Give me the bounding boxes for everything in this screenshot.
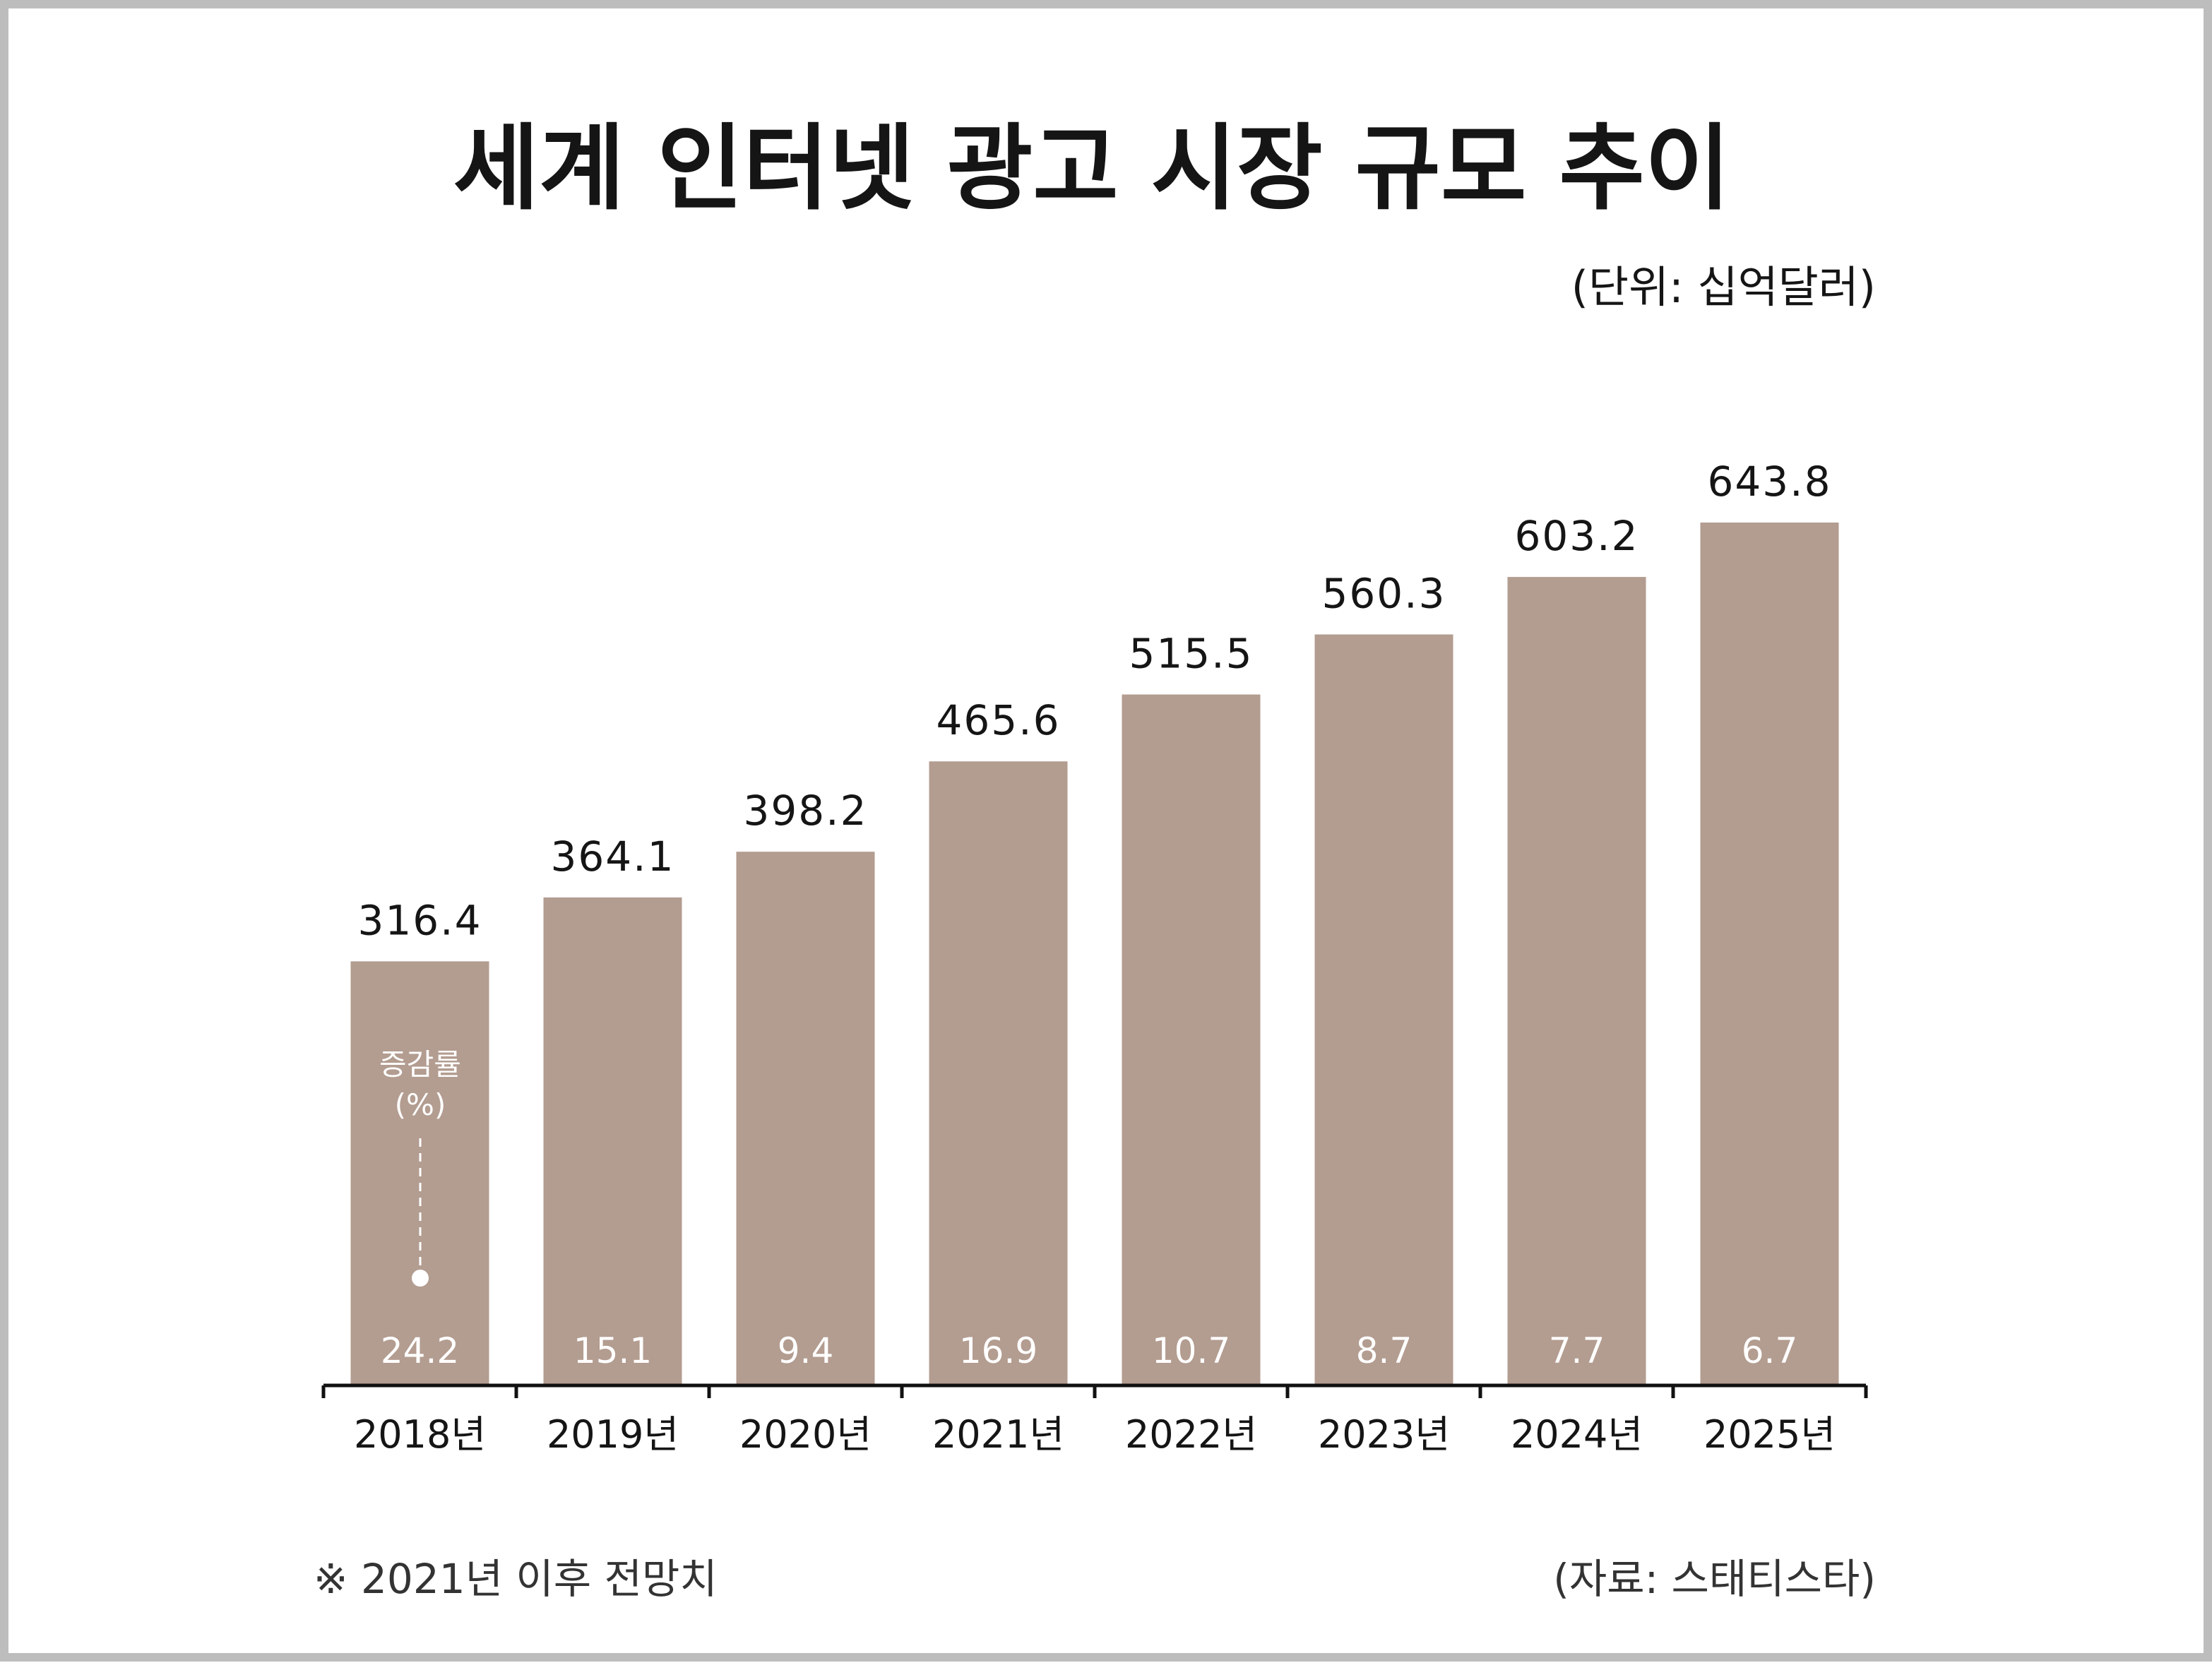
bar-value-label: 398.2 [743, 787, 867, 835]
bar-value-label: 560.3 [1321, 569, 1446, 617]
bar-2 [543, 897, 682, 1385]
x-tick-label: 2020년 [739, 1412, 872, 1457]
growth-rate-value: 6.7 [1742, 1330, 1798, 1371]
bar-value-label: 465.6 [936, 696, 1060, 744]
bar-value-label: 603.2 [1514, 512, 1639, 560]
bar-5 [1122, 694, 1261, 1385]
growth-rate-annotation: 증감률 (%) [379, 1047, 461, 1287]
bar-value-label: 316.4 [357, 896, 482, 944]
x-axis: 2018년 2019년 2020년 2021년 2022년 2023년 2024년 2025년 [321, 1383, 1868, 1457]
x-tick-label: 2021년 [932, 1412, 1064, 1457]
bar-value-label: 643.8 [1707, 458, 1831, 506]
bar-3 [736, 852, 875, 1385]
bar-8 [1700, 523, 1839, 1385]
bar-value-label: 515.5 [1129, 630, 1253, 678]
footnote: ※ 2021년 이후 전망치 [314, 1555, 718, 1603]
growth-rate-value: 24.2 [381, 1330, 459, 1371]
source-label: (자료: 스태티스타) [1553, 1555, 1876, 1603]
growth-rate-value: 7.7 [1549, 1330, 1605, 1371]
growth-rate-value: 8.7 [1356, 1330, 1413, 1371]
growth-rate-value: 15.1 [573, 1330, 652, 1371]
bar-6 [1314, 634, 1453, 1386]
growth-rate-value: 16.9 [959, 1330, 1037, 1371]
x-tick-label: 2022년 [1125, 1412, 1257, 1457]
growth-rate-leader-dot [412, 1270, 429, 1287]
x-tick-label: 2018년 [354, 1412, 486, 1457]
chart-title: 세계 인터넷 광고 시장 규모 추이 [453, 114, 1731, 223]
growth-rate-label: 증감률 [379, 1047, 461, 1082]
bar-4 [929, 761, 1068, 1385]
bar-7 [1507, 577, 1646, 1386]
bar-value-label: 364.1 [550, 833, 674, 881]
x-tick-label: 2024년 [1511, 1412, 1643, 1457]
x-tick-label: 2023년 [1318, 1412, 1450, 1457]
x-tick-label: 2019년 [547, 1412, 679, 1457]
unit-label: (단위: 십억달러) [1571, 261, 1876, 313]
bars-group: 316.4 24.2 364.1 15.1 398.2 9.4 465.6 16.9 515.5… [350, 458, 1839, 1386]
growth-rate-unit: (%) [395, 1087, 446, 1122]
x-tick-label: 2025년 [1703, 1412, 1836, 1457]
growth-rate-value: 10.7 [1152, 1330, 1230, 1371]
chart-canvas: 세계 인터넷 광고 시장 규모 추이 (단위: 십억달러) 316.424.23… [314, 114, 1876, 1603]
growth-rate-value: 9.4 [778, 1330, 834, 1371]
